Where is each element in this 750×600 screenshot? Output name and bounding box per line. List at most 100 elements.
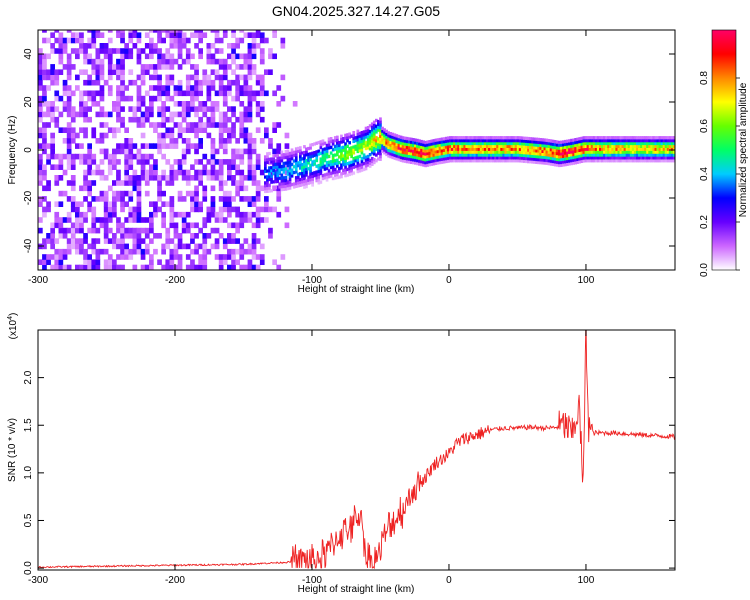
heatmap-cell: [625, 136, 629, 140]
heatmap-cell: [508, 139, 512, 143]
heatmap-cell: [401, 159, 405, 163]
heatmap-cell: [461, 159, 464, 163]
heatmap-cell: [227, 79, 232, 86]
heatmap-cell: [416, 159, 419, 163]
heatmap-cell: [140, 238, 146, 244]
heatmap-cell: [206, 248, 212, 255]
heatmap-cell: [459, 153, 462, 157]
heatmap-cell: [650, 144, 653, 148]
figure-title: GN04.2025.327.14.27.G05: [272, 3, 440, 19]
heatmap-cell: [603, 139, 606, 143]
heatmap-cell: [149, 106, 154, 112]
heatmap-cell: [99, 74, 105, 81]
heatmap-cell: [266, 169, 269, 173]
heatmap-cell: [124, 169, 129, 176]
heatmap-cell: [231, 148, 236, 155]
heatmap-cell: [198, 127, 203, 133]
heatmap-cell: [504, 139, 508, 143]
heatmap-cell: [112, 233, 117, 239]
heatmap-cell: [360, 159, 364, 164]
heatmap-cell: [206, 211, 212, 218]
heatmap-cell: [547, 141, 551, 146]
heatmap-cell: [405, 139, 409, 144]
heatmap-cell: [370, 142, 374, 146]
heatmap-cell: [99, 248, 105, 255]
heatmap-cell: [132, 238, 138, 244]
heatmap-cell: [251, 211, 257, 218]
heatmap-cell: [525, 136, 528, 140]
heatmap-cell: [280, 182, 284, 186]
heatmap-cell: [364, 141, 368, 145]
heatmap-cell: [58, 53, 64, 60]
heatmap-cell: [436, 138, 440, 142]
heatmap-cell: [83, 238, 88, 244]
heatmap-cell: [169, 132, 175, 139]
heatmap-cell: [177, 30, 183, 33]
heatmap-cell: [128, 254, 134, 260]
heatmap-cell: [161, 85, 166, 91]
heatmap-cell: [391, 155, 395, 160]
heatmap-cell: [165, 58, 171, 65]
heatmap-cell: [430, 153, 434, 158]
heatmap-cell: [652, 136, 656, 140]
heatmap-cell: [299, 163, 302, 167]
heatmap-cell: [483, 139, 487, 143]
heatmap-cell: [588, 150, 592, 154]
heatmap-cell: [222, 127, 228, 133]
heatmap-cell: [352, 171, 356, 175]
heatmap-cell: [311, 183, 314, 187]
heatmap-cell: [481, 153, 485, 157]
heatmap-cell: [508, 153, 512, 157]
heatmap-cell: [202, 259, 208, 265]
heatmap-cell: [348, 135, 351, 139]
heatmap-cell: [296, 181, 300, 185]
heatmap-cell: [190, 122, 195, 128]
heatmap-cell: [128, 95, 134, 102]
heatmap-cell: [303, 168, 306, 172]
heatmap-cell: [395, 154, 399, 158]
heatmap-cell: [66, 148, 72, 155]
heatmap-cell: [255, 217, 261, 223]
heatmap-cell: [477, 141, 481, 146]
heatmap-cell: [288, 174, 292, 179]
heatmap-cell: [177, 169, 183, 176]
heatmap-cell: [251, 138, 257, 144]
heatmap-cell: [440, 143, 444, 147]
heatmap-cell: [149, 217, 154, 223]
heatmap-cell: [128, 248, 134, 255]
heatmap-cell: [377, 140, 380, 144]
heatmap-cell: [282, 164, 286, 168]
heatmap-cell: [132, 264, 138, 270]
heatmap-cell: [570, 141, 573, 145]
heatmap-cell: [340, 166, 343, 170]
heatmap-cell: [173, 37, 179, 44]
heatmap-cell: [149, 101, 154, 107]
heatmap-cell: [103, 264, 109, 270]
heatmap-cell: [555, 163, 559, 167]
heatmap-cell: [144, 169, 150, 176]
heatmap-cell: [672, 156, 675, 160]
heatmap-cell: [311, 143, 314, 147]
heatmap-cell: [103, 79, 109, 86]
heatmap-cell: [553, 154, 557, 158]
heatmap-cell: [430, 151, 434, 155]
heatmap-cell: [465, 159, 469, 163]
heatmap-cell: [83, 132, 88, 139]
heatmap-cell: [120, 53, 125, 60]
heatmap-cell: [430, 159, 434, 163]
heatmap-cell: [494, 136, 497, 140]
heatmap-cell: [479, 144, 483, 148]
heatmap-cell: [169, 79, 175, 86]
heatmap-cell: [646, 153, 649, 157]
heatmap-cell: [313, 153, 316, 158]
heatmap-cell: [218, 79, 224, 86]
heatmap-cell: [426, 157, 430, 161]
heatmap-cell: [444, 154, 448, 158]
heatmap-cell: [79, 48, 84, 54]
heatmap-cell: [198, 243, 203, 250]
heatmap-cell: [422, 146, 425, 150]
heatmap-cell: [483, 144, 487, 148]
heatmap-cell: [574, 138, 577, 142]
heatmap-cell: [136, 37, 142, 44]
heatmap-cell: [360, 139, 364, 143]
